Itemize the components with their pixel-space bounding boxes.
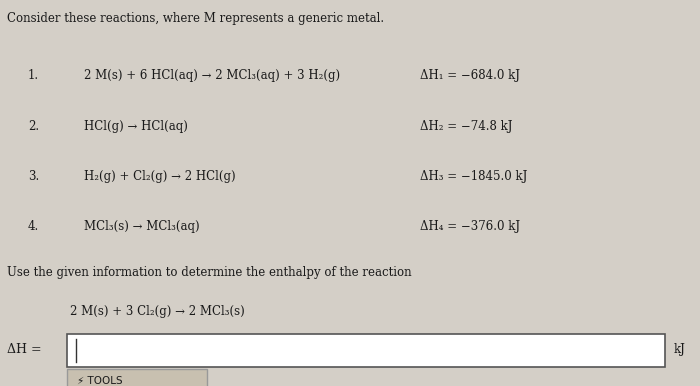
- Text: 2.: 2.: [28, 120, 39, 133]
- Text: ⚡ TOOLS: ⚡ TOOLS: [77, 376, 122, 386]
- FancyBboxPatch shape: [66, 334, 665, 367]
- Text: H₂(g) + Cl₂(g) → 2 HCl(g): H₂(g) + Cl₂(g) → 2 HCl(g): [84, 170, 236, 183]
- Text: ΔH₂ = −74.8 kJ: ΔH₂ = −74.8 kJ: [420, 120, 512, 133]
- Text: ΔH₃ = −1845.0 kJ: ΔH₃ = −1845.0 kJ: [420, 170, 527, 183]
- Text: kJ: kJ: [673, 343, 685, 356]
- Text: HCl(g) → HCl(aq): HCl(g) → HCl(aq): [84, 120, 188, 133]
- Text: Use the given information to determine the enthalpy of the reaction: Use the given information to determine t…: [7, 266, 412, 279]
- Text: ΔH =: ΔH =: [7, 343, 41, 356]
- Text: 4.: 4.: [28, 220, 39, 233]
- Text: 2 M(s) + 6 HCl(aq) → 2 MCl₃(aq) + 3 H₂(g): 2 M(s) + 6 HCl(aq) → 2 MCl₃(aq) + 3 H₂(g…: [84, 69, 340, 83]
- Text: Consider these reactions, where M represents a generic metal.: Consider these reactions, where M repres…: [7, 12, 384, 25]
- Text: ΔH₄ = −376.0 kJ: ΔH₄ = −376.0 kJ: [420, 220, 520, 233]
- Text: 2 M(s) + 3 Cl₂(g) → 2 MCl₃(s): 2 M(s) + 3 Cl₂(g) → 2 MCl₃(s): [70, 305, 245, 318]
- Text: 1.: 1.: [28, 69, 39, 83]
- FancyBboxPatch shape: [66, 369, 206, 386]
- Text: 3.: 3.: [28, 170, 39, 183]
- Text: MCl₃(s) → MCl₃(aq): MCl₃(s) → MCl₃(aq): [84, 220, 200, 233]
- Text: ΔH₁ = −684.0 kJ: ΔH₁ = −684.0 kJ: [420, 69, 520, 83]
